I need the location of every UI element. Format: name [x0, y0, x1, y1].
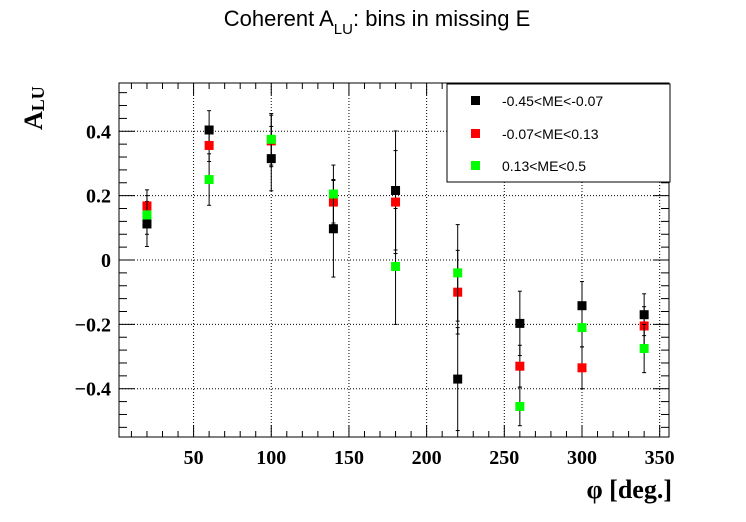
data-point-series-2	[204, 140, 214, 150]
data-point-series-2	[391, 197, 401, 207]
y-tick-labels: 0.4 0.2 0 −0.2 −0.4	[75, 121, 111, 400]
data-point-series-1	[453, 374, 463, 384]
data-point-series-1	[328, 224, 338, 234]
x-tick-label: 150	[334, 447, 364, 469]
x-tick-label: 250	[489, 447, 519, 469]
data-point-series-2	[577, 363, 587, 373]
y-tick-label: −0.4	[75, 379, 111, 401]
data-point-series-3	[515, 401, 525, 411]
data-point-series-3	[266, 134, 276, 144]
y-tick-label: −0.2	[75, 314, 111, 336]
legend-marker-series-1	[471, 96, 480, 105]
legend-label-series-2: -0.07<ME<0.13	[502, 126, 599, 142]
chart-title-rest: : bins in missing E	[353, 6, 530, 31]
legend-box	[446, 83, 671, 183]
data-point-series-3	[639, 344, 649, 353]
y-tick-label: 0.4	[86, 121, 111, 143]
x-tick-label: 50	[184, 447, 204, 469]
data-point-series-1	[515, 318, 525, 328]
legend-label-series-3: 0.13<ME<0.5	[502, 158, 586, 174]
chart-title-subscript: LU	[334, 21, 353, 38]
y-tick-label: 0.2	[86, 186, 111, 208]
data-point-series-2	[515, 361, 525, 371]
data-point-series-3	[204, 175, 214, 185]
data-point-series-3	[328, 189, 338, 199]
x-tick-label: 300	[567, 447, 597, 469]
x-tick-label: 200	[412, 447, 442, 469]
data-point-series-1	[577, 301, 587, 311]
chart-title-main: Coherent A	[224, 6, 334, 31]
x-tick-label: 100	[256, 447, 286, 469]
x-tick-labels: 50 100 150 200 250 300 350	[184, 447, 675, 469]
data-points	[142, 110, 649, 432]
y-axis-label: ALU	[19, 86, 48, 130]
y-axis-label-main: A	[19, 111, 48, 130]
legend-marker-series-3	[471, 161, 480, 170]
x-axis-label: φ [deg.]	[586, 475, 672, 504]
data-point-series-3	[577, 323, 587, 333]
chart-title: Coherent ALU: bins in missing E	[224, 6, 531, 38]
data-point-series-3	[453, 268, 463, 278]
legend-label-series-1: -0.45<ME<-0.07	[502, 93, 603, 109]
data-point-series-3	[142, 210, 152, 220]
y-axis-label-subscript: LU	[28, 86, 48, 111]
x-tick-label: 350	[645, 447, 675, 469]
y-tick-label: 0	[101, 250, 111, 272]
legend-marker-series-2	[471, 129, 480, 138]
legend: -0.45<ME<-0.07 -0.07<ME<0.13 0.13<ME<0.5	[446, 83, 671, 183]
data-point-series-3	[391, 261, 401, 271]
